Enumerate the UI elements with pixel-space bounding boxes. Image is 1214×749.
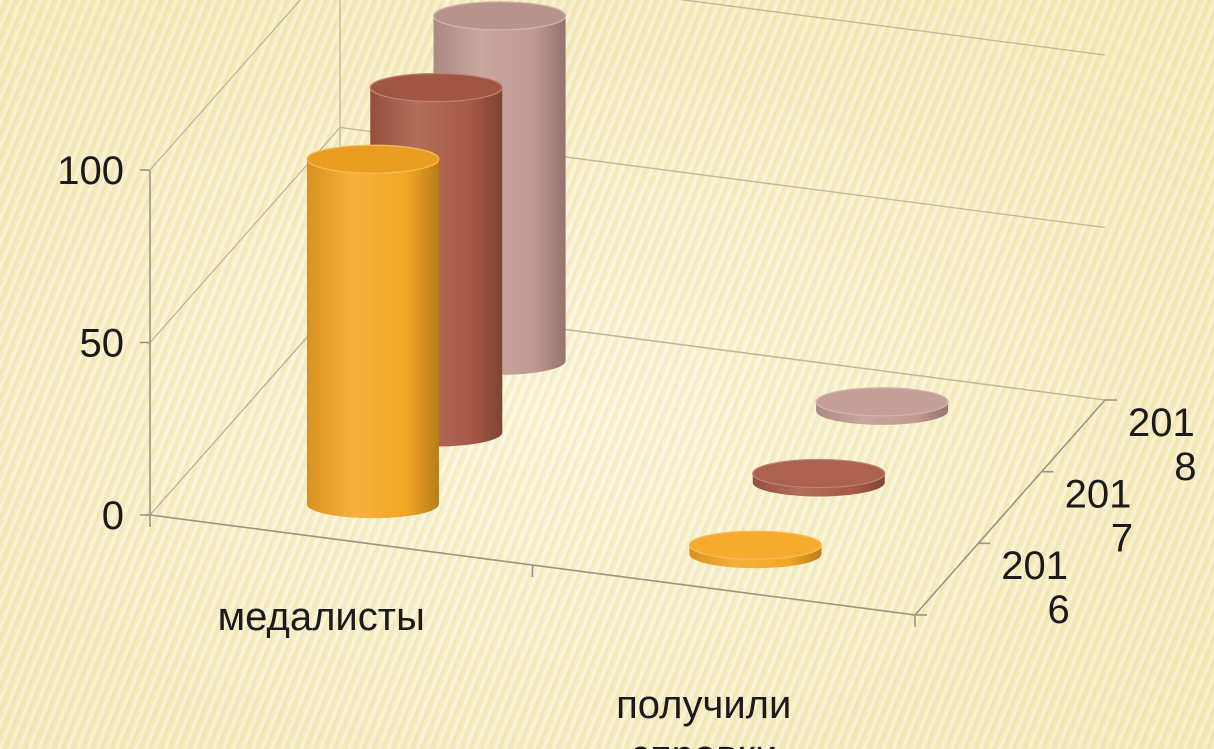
cylinder-top	[815, 387, 949, 417]
chart-cylinders	[306, 1, 949, 569]
cylinder-side	[306, 159, 439, 519]
cylinder-top	[306, 144, 440, 174]
value-tick-label: 50	[80, 322, 125, 366]
cylinder-2018-1	[815, 387, 949, 425]
cylinder-2016-0	[306, 144, 440, 519]
cylinder-2017-1	[752, 458, 886, 497]
category-label: медалисты	[218, 595, 425, 639]
depth-axis	[914, 399, 1106, 616]
series-depth-label: 201 7	[1065, 473, 1134, 561]
chart-axes	[140, 169, 1117, 627]
chart-gridlines	[149, 0, 1106, 516]
value-tick-label: 0	[102, 494, 124, 538]
gridline	[149, 299, 1106, 516]
cylinder-top	[688, 530, 823, 560]
cylinder-top	[369, 72, 503, 103]
gridline	[149, 126, 1106, 343]
value-tick-label: 100	[57, 149, 124, 193]
cylinder-2016-1	[688, 530, 823, 569]
cylinder-top	[752, 458, 886, 489]
cylinder-top	[432, 1, 567, 31]
series-depth-label: 201 6	[1001, 544, 1070, 632]
series-depth-label: 201 8	[1128, 401, 1197, 489]
gridline	[149, 0, 1106, 171]
chart-labels: 0 50 100 медалисты получилисправки 2016201720…	[57, 149, 1196, 749]
category-label: получилисправки	[616, 683, 791, 749]
